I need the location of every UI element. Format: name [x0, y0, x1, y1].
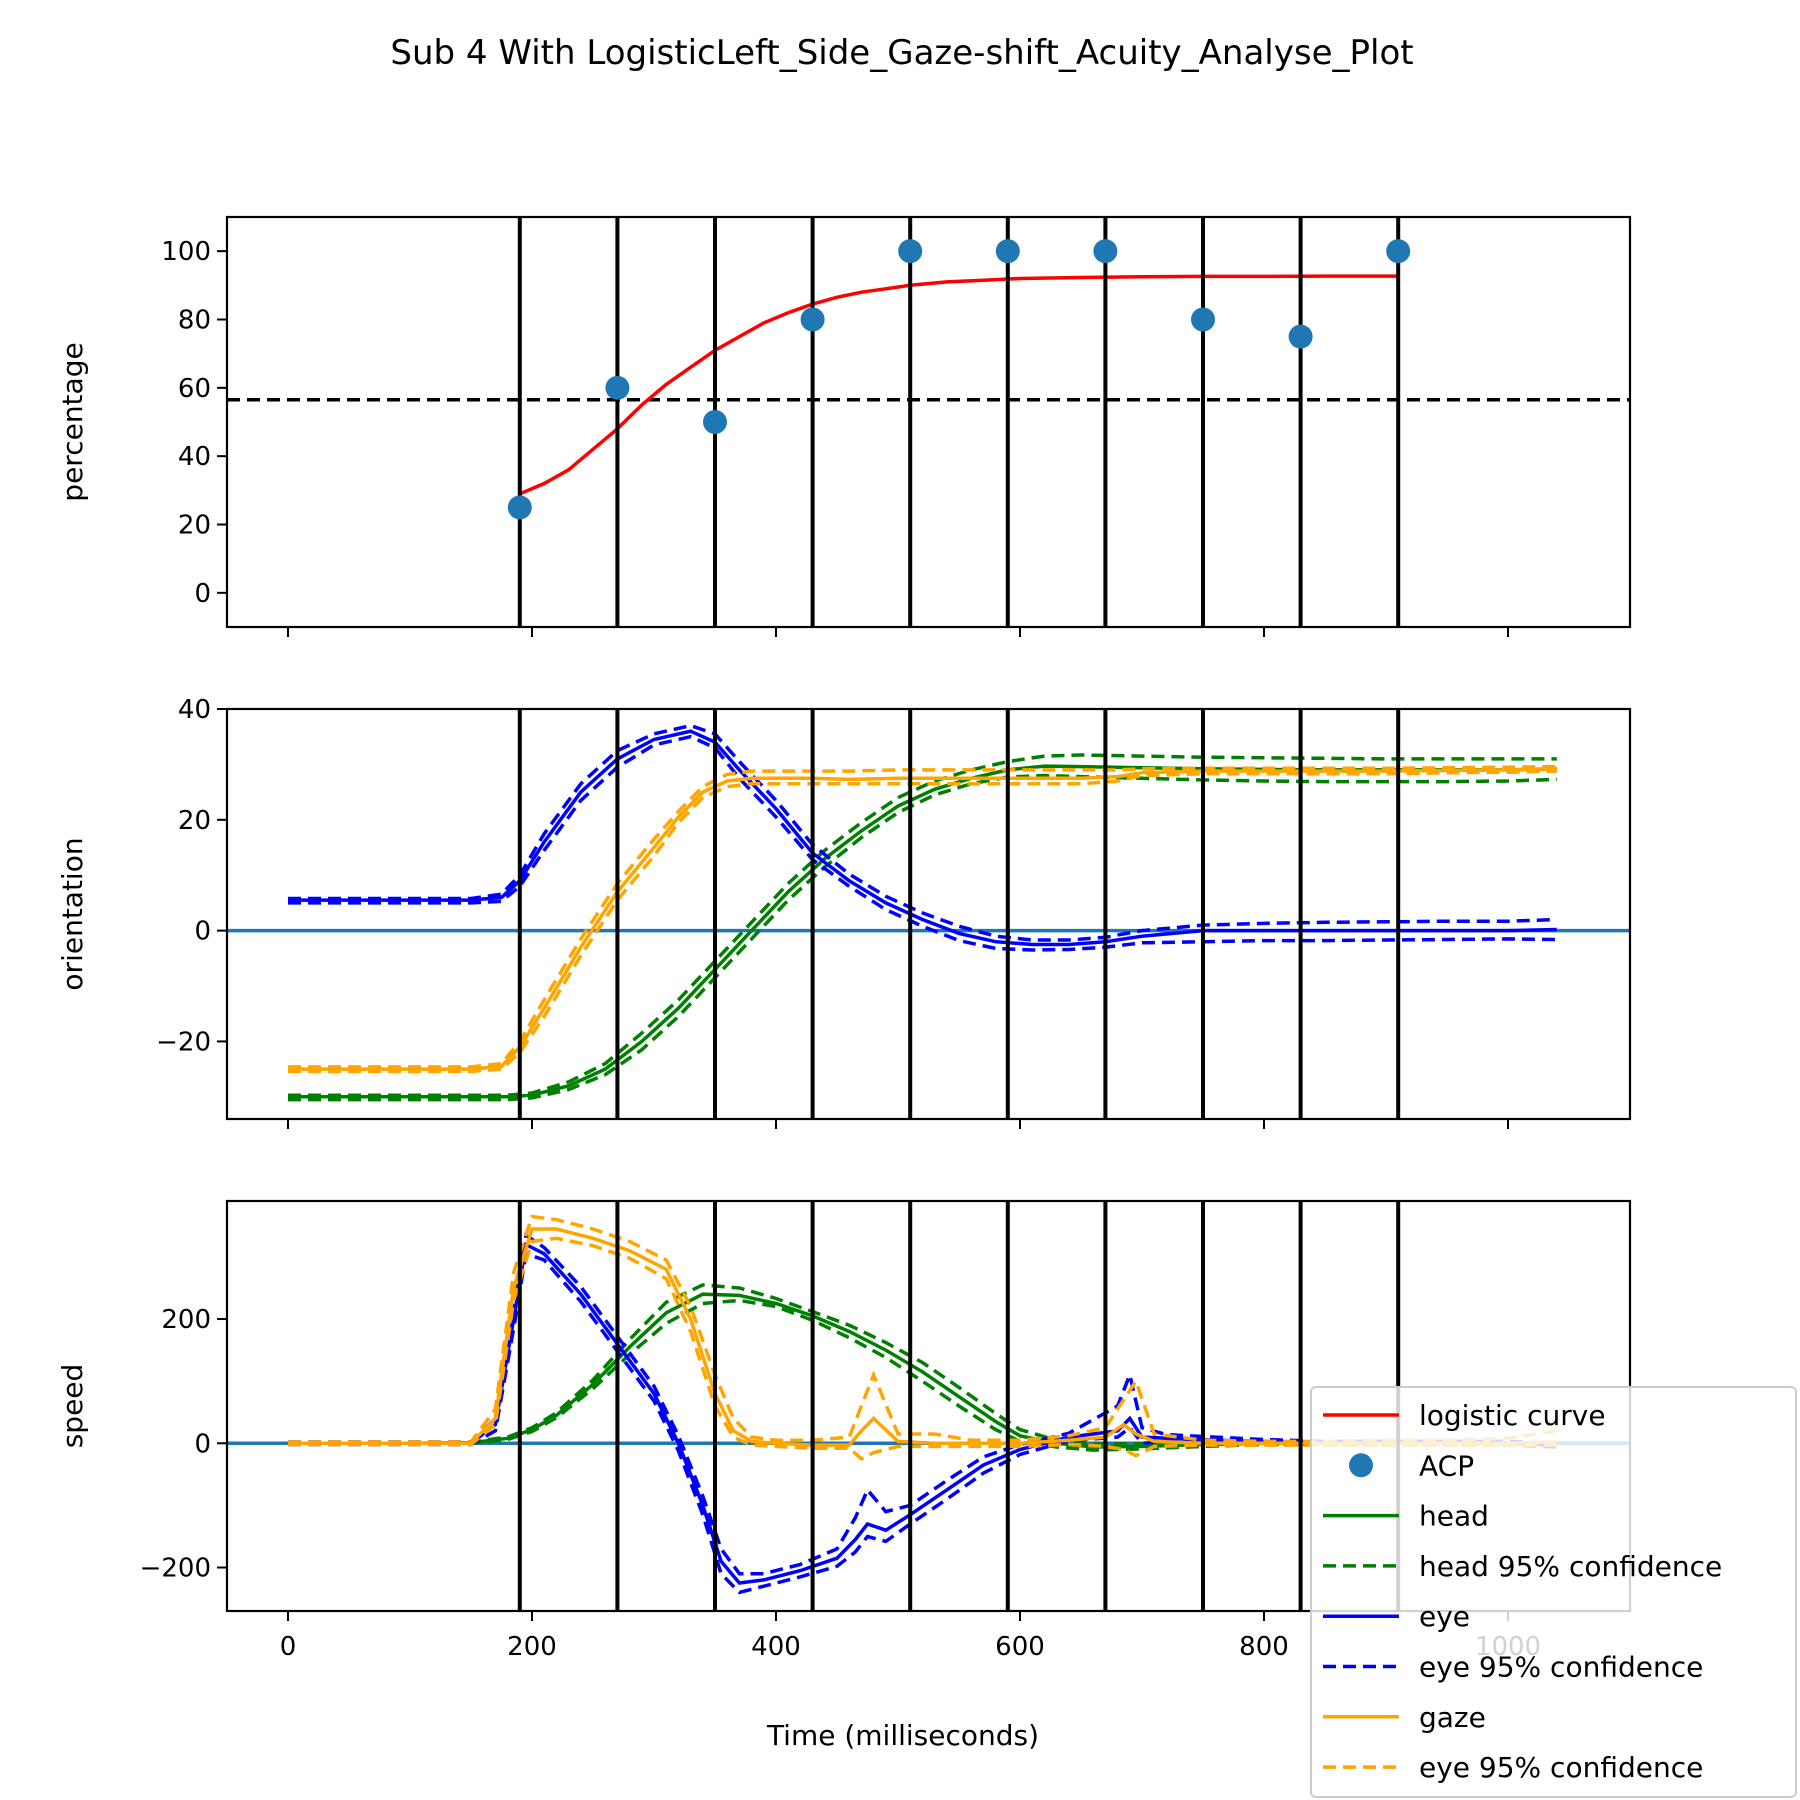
acp-point: [800, 307, 825, 332]
y-tick-label: 20: [178, 806, 211, 836]
head-ci-lower-line: [288, 773, 1557, 1102]
y-tick-label: −20: [156, 1027, 211, 1057]
legend-entry: logistic curve: [1323, 1399, 1606, 1432]
y-tick-label: 80: [178, 306, 211, 336]
panel-orientation: −20 0 20 40 orientation: [56, 695, 1632, 1129]
eye-ci-upper-line: [288, 1232, 1557, 1576]
legend-entry: gaze: [1323, 1701, 1486, 1734]
y-tick-label: 0: [194, 917, 211, 947]
y-axis-label: percentage: [56, 342, 89, 501]
legend-label: eye 95% confidence: [1419, 1651, 1703, 1684]
gaze-ci-upper-line: [288, 1214, 1558, 1444]
legend-label: eye: [1419, 1600, 1470, 1633]
panel-speed: −200020002004006008001000speed: [56, 1199, 1632, 1662]
eye-ci-upper-line: [288, 723, 1557, 942]
legend: logistic curve ACP head head 95% confidence…: [1310, 1386, 1797, 1798]
legend-entry: eye: [1323, 1600, 1470, 1633]
x-axis-label: Time (milliseconds): [766, 1719, 1039, 1752]
legend-label: eye 95% confidence: [1419, 1751, 1703, 1784]
axes-frame: [225, 215, 1632, 629]
legend-label: head: [1419, 1500, 1489, 1533]
legend-label: logistic curve: [1419, 1399, 1606, 1432]
y-axis-label: speed: [56, 1364, 89, 1449]
y-tick-label: 20: [178, 511, 211, 541]
legend-entry: head: [1323, 1500, 1489, 1533]
legend-label: gaze: [1419, 1701, 1486, 1734]
eye-line: [288, 729, 1557, 947]
y-tick-label: 0: [194, 1429, 211, 1459]
acp-point: [1093, 239, 1118, 264]
panel-percentage: 0 20 40 60 80 100 percentage: [56, 215, 1632, 637]
legend-entry: ACP: [1349, 1449, 1474, 1482]
plot-area-orientation: [227, 709, 1630, 1119]
legend-entry: eye 95% confidence: [1323, 1651, 1703, 1684]
acp-point: [605, 375, 630, 400]
eye-line: [288, 1241, 1557, 1585]
acp-point: [703, 410, 727, 434]
acp-point: [898, 239, 923, 264]
legend-marker: [1349, 1453, 1373, 1478]
acp-point: [995, 239, 1020, 264]
acp-point: [1191, 307, 1215, 332]
acp-point: [507, 495, 532, 520]
legend-entry: head 95% confidence: [1323, 1550, 1722, 1583]
legend-box: [1310, 1386, 1797, 1798]
x-tick-label: 400: [751, 1632, 801, 1662]
y-tick-label: −200: [140, 1554, 211, 1584]
legend-label: ACP: [1419, 1449, 1474, 1482]
x-tick-label: 800: [1239, 1632, 1289, 1662]
legend-label: head 95% confidence: [1419, 1550, 1722, 1583]
x-tick-label: 600: [995, 1632, 1045, 1662]
chart-title: Sub 4 With LogisticLeft_Side_Gaze-shift_…: [390, 33, 1413, 73]
legend-entry: eye 95% confidence: [1323, 1751, 1703, 1784]
acp-point: [1288, 324, 1313, 349]
y-tick-label: 0: [194, 579, 211, 609]
y-tick-label: 200: [161, 1305, 211, 1335]
gaze-ci-upper-line: [288, 764, 1557, 1069]
gaze-ci-lower-line: [288, 1236, 1557, 1461]
x-tick-label: 200: [507, 1632, 557, 1662]
axes-frame: [225, 707, 1632, 1121]
logistic-curve-line: [519, 274, 1399, 496]
eye-ci-lower-line: [288, 734, 1557, 952]
y-tick-label: 100: [161, 237, 211, 267]
y-tick-label: 40: [178, 442, 211, 472]
head-ci-lower-line: [288, 1298, 1557, 1452]
head-ci-upper-line: [288, 753, 1557, 1097]
y-tick-label: 40: [178, 695, 211, 725]
y-axis-label: orientation: [56, 837, 89, 990]
acp-point: [1386, 239, 1411, 264]
gaze-line: [288, 1227, 1557, 1447]
plot-area-percentage: [227, 217, 1630, 627]
x-tick-label: 0: [280, 1632, 297, 1662]
eye-ci-lower-line: [288, 1251, 1557, 1595]
y-tick-label: 60: [178, 374, 211, 404]
panels: 020406080100percentage−2002040orientatio…: [56, 215, 1632, 1662]
